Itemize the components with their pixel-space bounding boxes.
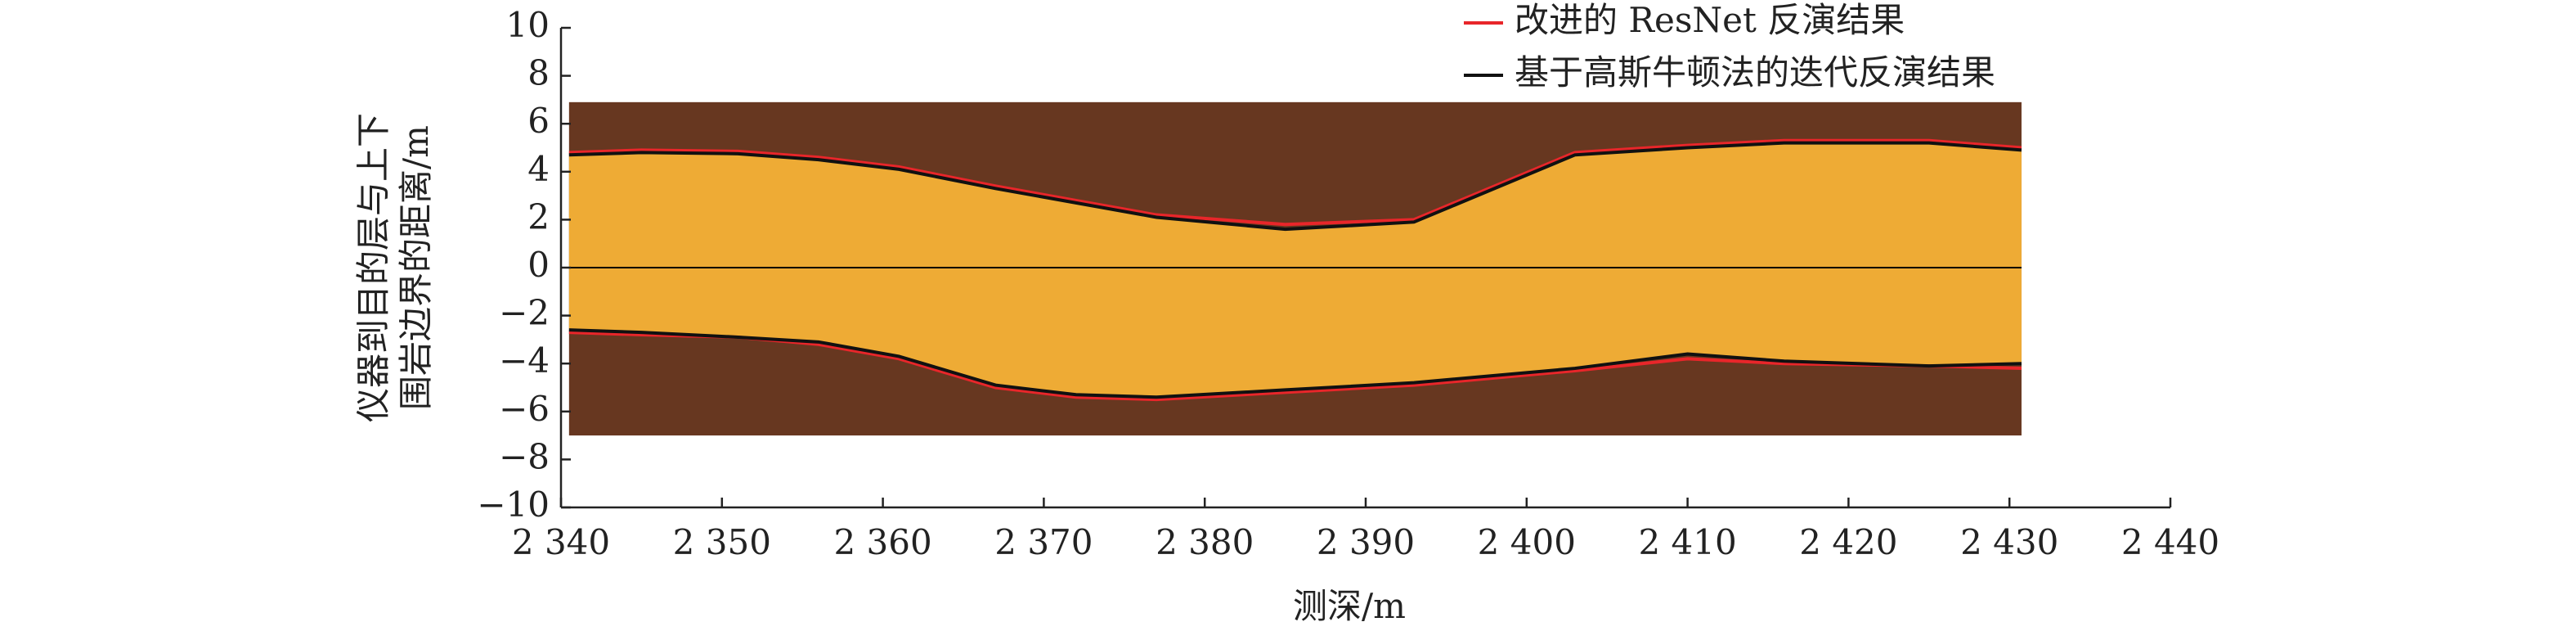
x-tick-label: 2 390 [1317,522,1415,562]
x-tick-label: 2 410 [1638,522,1736,562]
legend-label: 基于高斯牛顿法的迭代反演结果 [1515,52,1995,92]
y-tick-label: −8 [499,436,550,476]
boundary-line [568,138,2022,227]
x-tick-label: 2 340 [512,522,610,562]
target-layer [568,142,2022,398]
x-tick-label: 2 360 [833,522,931,562]
y-tick-label: 2 [527,196,550,237]
y-axis-label: 围岩边界的距离/m [396,125,436,410]
y-tick-label: −6 [499,389,550,429]
x-tick-label: 2 420 [1799,522,1897,562]
x-axis-label: 测深/m [1293,586,1406,626]
y-tick-label: 8 [527,53,550,93]
y-tick-label: 4 [527,149,550,189]
x-tick-label: 2 380 [1156,522,1254,562]
y-tick-label: 0 [527,245,550,285]
boundary-line [568,328,2022,399]
y-tick-label: 10 [506,5,550,45]
x-tick-label: 2 350 [673,522,771,562]
y-tick-label: −4 [499,340,550,381]
x-tick-label: 2 440 [2121,522,2219,562]
y-tick-label: −10 [477,485,550,525]
x-tick-label: 2 400 [1478,522,1576,562]
y-tick-label: 6 [527,101,550,141]
y-axis-label: 仪器到目的层与上下 [353,113,393,422]
boundary-line [568,141,2022,232]
x-tick-label: 2 430 [1960,522,2058,562]
x-tick-label: 2 370 [994,522,1093,562]
y-tick-label: −2 [499,293,550,333]
legend-label: 改进的 ResNet 反演结果 [1515,0,1905,40]
